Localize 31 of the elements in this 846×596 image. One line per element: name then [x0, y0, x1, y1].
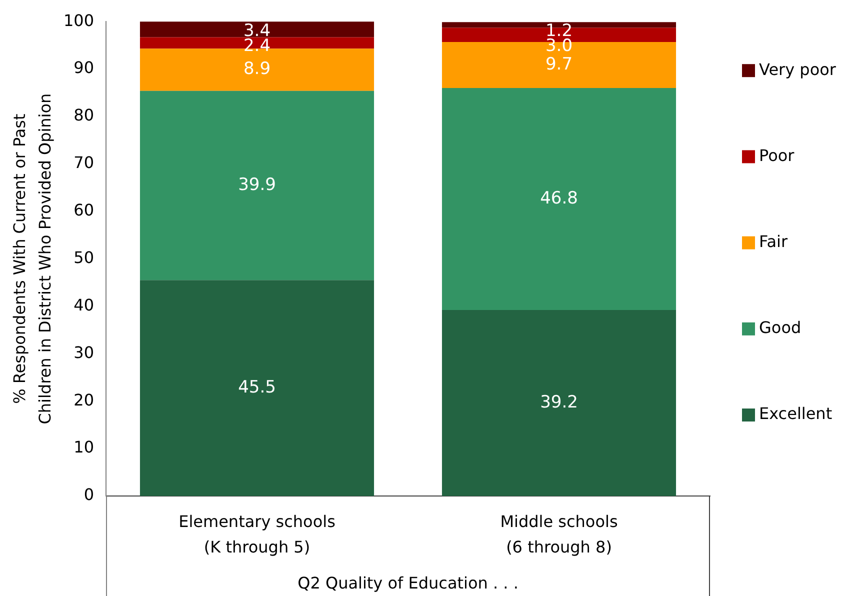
data-label: 39.2	[540, 392, 578, 412]
data-label: 9.7	[545, 54, 573, 74]
bar	[442, 88, 676, 310]
x-tick-label: Elementary schools (K through 5)	[178, 512, 336, 557]
y-tick-label: 100	[63, 10, 94, 30]
y-tick-label: 30	[74, 342, 94, 362]
y-tick-label: 50	[74, 248, 94, 267]
legend-label: Good	[759, 318, 802, 338]
y-tick-label: 20	[74, 390, 94, 410]
x-axis-title: Q2 Quality of Education . . .	[298, 574, 518, 593]
y-tick-label: 40	[74, 295, 94, 314]
legend-label: Fair	[759, 232, 788, 251]
y-tick-label: 60	[74, 200, 94, 220]
legend-label: Very poor	[759, 60, 836, 79]
legend-label: Excellent	[759, 404, 832, 424]
data-label: 39.9	[238, 174, 276, 195]
data-label: 45.5	[238, 377, 276, 398]
bar	[140, 280, 374, 496]
y-tick-label: 80	[74, 106, 94, 125]
y-tick-label: 90	[74, 58, 94, 78]
bar	[140, 90, 374, 280]
y-tick-label: 70	[74, 153, 94, 172]
bar	[442, 310, 676, 496]
data-label: 46.8	[540, 188, 578, 208]
y-tick-label: 0	[84, 485, 94, 504]
y-tick-label: 10	[74, 438, 94, 457]
x-tick-label: Middle schools (6 through 8)	[500, 512, 618, 557]
data-label: 8.9	[243, 59, 271, 80]
legend-label: Poor	[759, 146, 795, 165]
bar	[140, 22, 374, 38]
y-axis-title: % Respondents With Current or Past Children in District Who Provided Opinion	[10, 93, 55, 424]
